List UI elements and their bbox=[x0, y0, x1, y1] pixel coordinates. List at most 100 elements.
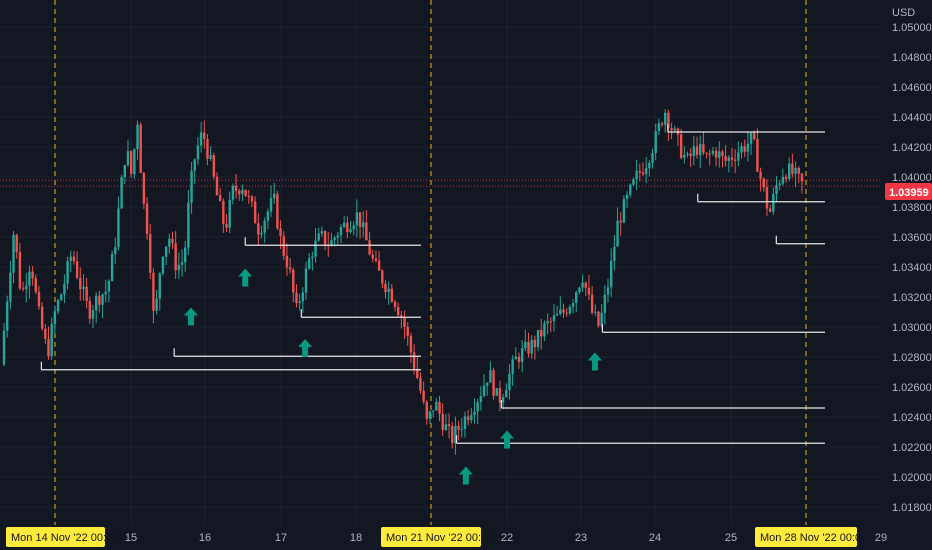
candle-body bbox=[679, 134, 683, 158]
candle-body bbox=[311, 256, 314, 259]
candle-body bbox=[689, 153, 692, 157]
candle-body bbox=[609, 260, 613, 288]
candle-body bbox=[520, 348, 524, 363]
candle-body bbox=[292, 269, 295, 293]
candle-body bbox=[298, 301, 301, 303]
price-axis[interactable]: USD 1.050001.048001.046001.044001.042001… bbox=[880, 0, 932, 525]
candle-body bbox=[171, 238, 174, 244]
candle-body bbox=[158, 273, 161, 299]
candle-body bbox=[44, 328, 47, 340]
candle-body bbox=[733, 159, 737, 161]
candle-body bbox=[225, 223, 228, 228]
candle-body bbox=[377, 260, 381, 271]
candle-body bbox=[759, 171, 762, 179]
up-arrow-icon bbox=[500, 430, 515, 449]
y-tick-label: 1.02800 bbox=[892, 352, 932, 364]
candle-body bbox=[164, 246, 168, 257]
x-tick-label: 18 bbox=[350, 532, 362, 544]
candle-body bbox=[279, 228, 282, 236]
candle-body bbox=[260, 232, 263, 235]
candle-body bbox=[428, 411, 432, 419]
x-tick-label: 22 bbox=[501, 532, 513, 544]
candle-body bbox=[495, 388, 498, 396]
candle-body bbox=[129, 151, 133, 175]
candle-body bbox=[149, 234, 152, 273]
candle-body bbox=[12, 234, 15, 273]
candle-body bbox=[460, 428, 463, 430]
candle-body bbox=[797, 167, 800, 174]
candle-body bbox=[218, 195, 222, 201]
candle-body bbox=[708, 153, 711, 155]
candle-body bbox=[349, 229, 352, 233]
y-tick-label: 1.04000 bbox=[892, 172, 932, 184]
candle-body bbox=[66, 261, 69, 284]
candle-body bbox=[508, 373, 511, 390]
candles bbox=[2, 109, 804, 455]
candle-body bbox=[317, 233, 320, 241]
candle-body bbox=[438, 402, 441, 414]
candle-body bbox=[31, 271, 34, 279]
candle-body bbox=[571, 302, 575, 307]
y-tick-label: 1.03200 bbox=[892, 292, 932, 304]
candle-body bbox=[743, 146, 746, 152]
candle-body bbox=[486, 382, 489, 386]
candle-body bbox=[333, 237, 336, 241]
candle-body bbox=[136, 124, 139, 150]
candle-body bbox=[482, 385, 486, 397]
candle-body bbox=[352, 225, 355, 230]
candle-body bbox=[269, 198, 273, 212]
candle-body bbox=[206, 139, 209, 159]
candle-body bbox=[584, 282, 587, 288]
session-label-2: Mon 21 Nov '22 00:00 bbox=[381, 527, 493, 547]
candle-body bbox=[664, 112, 667, 125]
candle-body bbox=[648, 162, 651, 169]
candle-body bbox=[28, 271, 31, 286]
current-price-line bbox=[0, 179, 880, 187]
candle-body bbox=[559, 309, 562, 314]
candle-body bbox=[304, 268, 308, 293]
candle-body bbox=[651, 153, 654, 163]
candle-body bbox=[422, 390, 425, 402]
y-tick-label: 1.04200 bbox=[892, 142, 932, 154]
candle-body bbox=[740, 146, 743, 153]
candle-body bbox=[409, 335, 413, 353]
candle-body bbox=[247, 196, 250, 198]
candle-body bbox=[168, 238, 171, 247]
candle-body bbox=[435, 402, 438, 411]
candle-body bbox=[772, 193, 775, 212]
y-tick-label: 1.04400 bbox=[892, 112, 932, 124]
candle-body bbox=[660, 123, 664, 125]
session-label-2-bg bbox=[381, 527, 481, 547]
candle-body bbox=[244, 189, 247, 197]
candle-body bbox=[784, 176, 788, 179]
candle-body bbox=[152, 272, 155, 311]
candle-body bbox=[37, 291, 41, 307]
candle-body bbox=[524, 341, 527, 349]
candle-body bbox=[629, 184, 632, 195]
candle-body bbox=[603, 294, 607, 313]
candle-body bbox=[527, 341, 530, 354]
candle-body bbox=[60, 294, 63, 301]
candle-body bbox=[396, 307, 400, 316]
candle-body bbox=[441, 413, 444, 430]
candle-body bbox=[320, 231, 324, 234]
candle-body bbox=[174, 243, 177, 271]
candle-body bbox=[34, 278, 37, 292]
candle-body bbox=[746, 143, 750, 152]
candle-body bbox=[288, 267, 292, 270]
candle-body bbox=[683, 154, 686, 158]
candle-body bbox=[788, 163, 791, 179]
candle-body bbox=[511, 359, 514, 374]
candle-body bbox=[454, 425, 457, 444]
candle-body bbox=[18, 251, 22, 289]
candle-body bbox=[492, 370, 495, 396]
candle-body bbox=[549, 321, 552, 323]
candle-body bbox=[193, 159, 196, 171]
candle-body bbox=[126, 151, 130, 166]
time-axis[interactable]: 15 16 17 18 22 23 24 25 29 Mon 14 Nov '22 00:00 … bbox=[0, 525, 932, 550]
candle-body bbox=[263, 220, 266, 233]
candle-body bbox=[199, 132, 203, 146]
up-arrow-icon bbox=[587, 352, 602, 371]
candle-body bbox=[5, 301, 9, 331]
